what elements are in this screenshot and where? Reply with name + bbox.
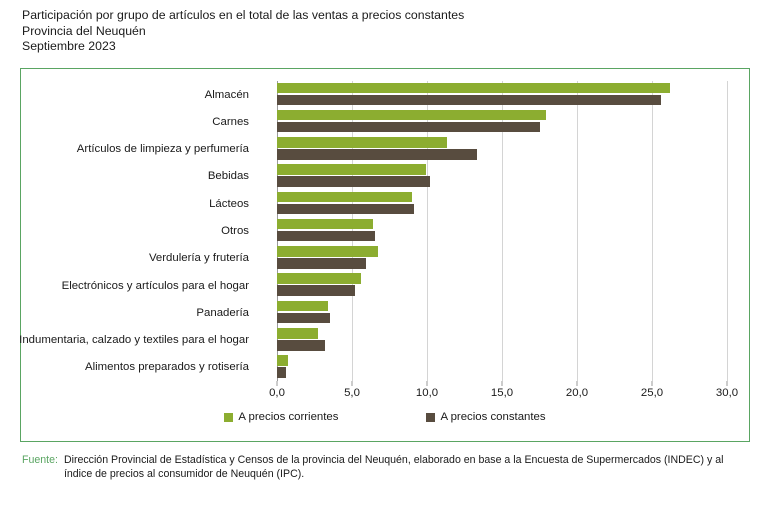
bar-constantes <box>277 285 355 296</box>
tick-mark <box>726 381 728 386</box>
title-subline-region: Provincia del Neuquén <box>22 23 146 38</box>
bar-corrientes <box>277 82 670 94</box>
category-label: Lácteos <box>209 197 249 210</box>
bar-constantes <box>277 230 375 242</box>
category-label: Electrónicos y artículos para el hogar <box>61 279 249 292</box>
legend-item-corrientes[interactable]: A precios corrientes <box>224 411 338 423</box>
source-footnote: Fuente: Dirección Provincial de Estadíst… <box>22 453 750 481</box>
tick-label: 20,0 <box>565 387 589 399</box>
legend-swatch-icon <box>224 412 234 422</box>
gridline <box>727 81 728 381</box>
bar-corrientes <box>277 191 412 203</box>
legend-swatch-icon <box>426 412 436 422</box>
tick-label: 30,0 <box>715 387 739 399</box>
category-label: Alimentos preparados y rotisería <box>85 361 249 374</box>
bar-group <box>277 190 727 217</box>
tick-label: 5,0 <box>344 387 360 399</box>
bar-corrientes <box>277 327 318 339</box>
legend-label: A precios constantes <box>440 411 546 423</box>
bar-constantes <box>277 258 366 269</box>
bar-constantes <box>277 94 661 106</box>
gridline <box>427 81 428 381</box>
bar-constantes <box>277 149 477 160</box>
bar-constantes <box>277 312 330 324</box>
bar-group <box>277 217 727 244</box>
title-block: Participación por grupo de artículos en … <box>22 8 722 55</box>
plot-area <box>277 81 728 381</box>
category-label: Indumentaria, calzado y textiles para el… <box>19 334 249 347</box>
value-axis-ticks: 0,0 5,0 10,0 15,0 20,0 25,0 30,0 <box>269 381 738 407</box>
tick-label: 25,0 <box>640 387 664 399</box>
tick-mark <box>351 381 353 386</box>
bar-corrientes <box>277 355 288 366</box>
bar-group <box>277 108 727 135</box>
bar-constantes <box>277 367 286 378</box>
bar-group <box>277 354 727 381</box>
bar-constantes <box>277 339 325 351</box>
tick-mark <box>501 381 503 386</box>
bar-corrientes <box>277 300 328 312</box>
category-label: Artículos de limpieza y perfumería <box>76 143 249 156</box>
bar-group <box>277 272 727 299</box>
bar-group <box>277 81 727 108</box>
bar-constantes <box>277 121 540 133</box>
category-label: Bebidas <box>207 170 249 183</box>
gridline <box>652 81 653 381</box>
bar-group <box>277 326 727 353</box>
source-label: Fuente: <box>22 454 58 466</box>
gridline <box>577 81 578 381</box>
bar-group <box>277 245 727 272</box>
bar-group <box>277 299 727 326</box>
bar-corrientes <box>277 273 361 284</box>
gridline <box>502 81 503 381</box>
bar-group <box>277 163 727 190</box>
bar-corrientes <box>277 218 373 230</box>
category-label: Carnes <box>212 115 249 128</box>
bar-corrientes <box>277 137 447 148</box>
page-title: Participación por grupo de artículos en … <box>22 8 465 22</box>
bar-constantes <box>277 176 430 187</box>
title-subline-period: Septiembre 2023 <box>22 39 116 53</box>
tick-label: 0,0 <box>269 387 285 399</box>
tick-mark <box>426 381 428 386</box>
legend-item-constantes[interactable]: A precios constantes <box>426 411 546 423</box>
category-axis-labels: Almacén Carnes Artículos de limpieza y per… <box>19 81 257 381</box>
tick-mark <box>576 381 578 386</box>
tick-label: 15,0 <box>490 387 514 399</box>
tick-mark <box>276 381 278 386</box>
plot-wrapper: Almacén Carnes Artículos de limpieza y per… <box>19 69 749 441</box>
bar-corrientes <box>277 109 546 121</box>
bar-corrientes <box>277 246 378 257</box>
chart-legend: A precios corrientes A precios constantes <box>21 411 749 423</box>
tick-mark <box>651 381 653 386</box>
category-label: Verdulería y frutería <box>148 252 249 265</box>
category-label: Otros <box>221 225 249 237</box>
bar-group <box>277 136 727 163</box>
tick-label: 10,0 <box>415 387 439 399</box>
legend-label: A precios corrientes <box>238 411 339 423</box>
chart-frame: Almacén Carnes Artículos de limpieza y per… <box>19 68 750 442</box>
bar-corrientes <box>277 164 426 175</box>
bar-constantes <box>277 203 414 215</box>
category-label: Almacén <box>204 88 249 101</box>
category-label: Panadería <box>196 306 249 319</box>
source-text: Dirección Provincial de Estadística y Ce… <box>63 454 724 480</box>
